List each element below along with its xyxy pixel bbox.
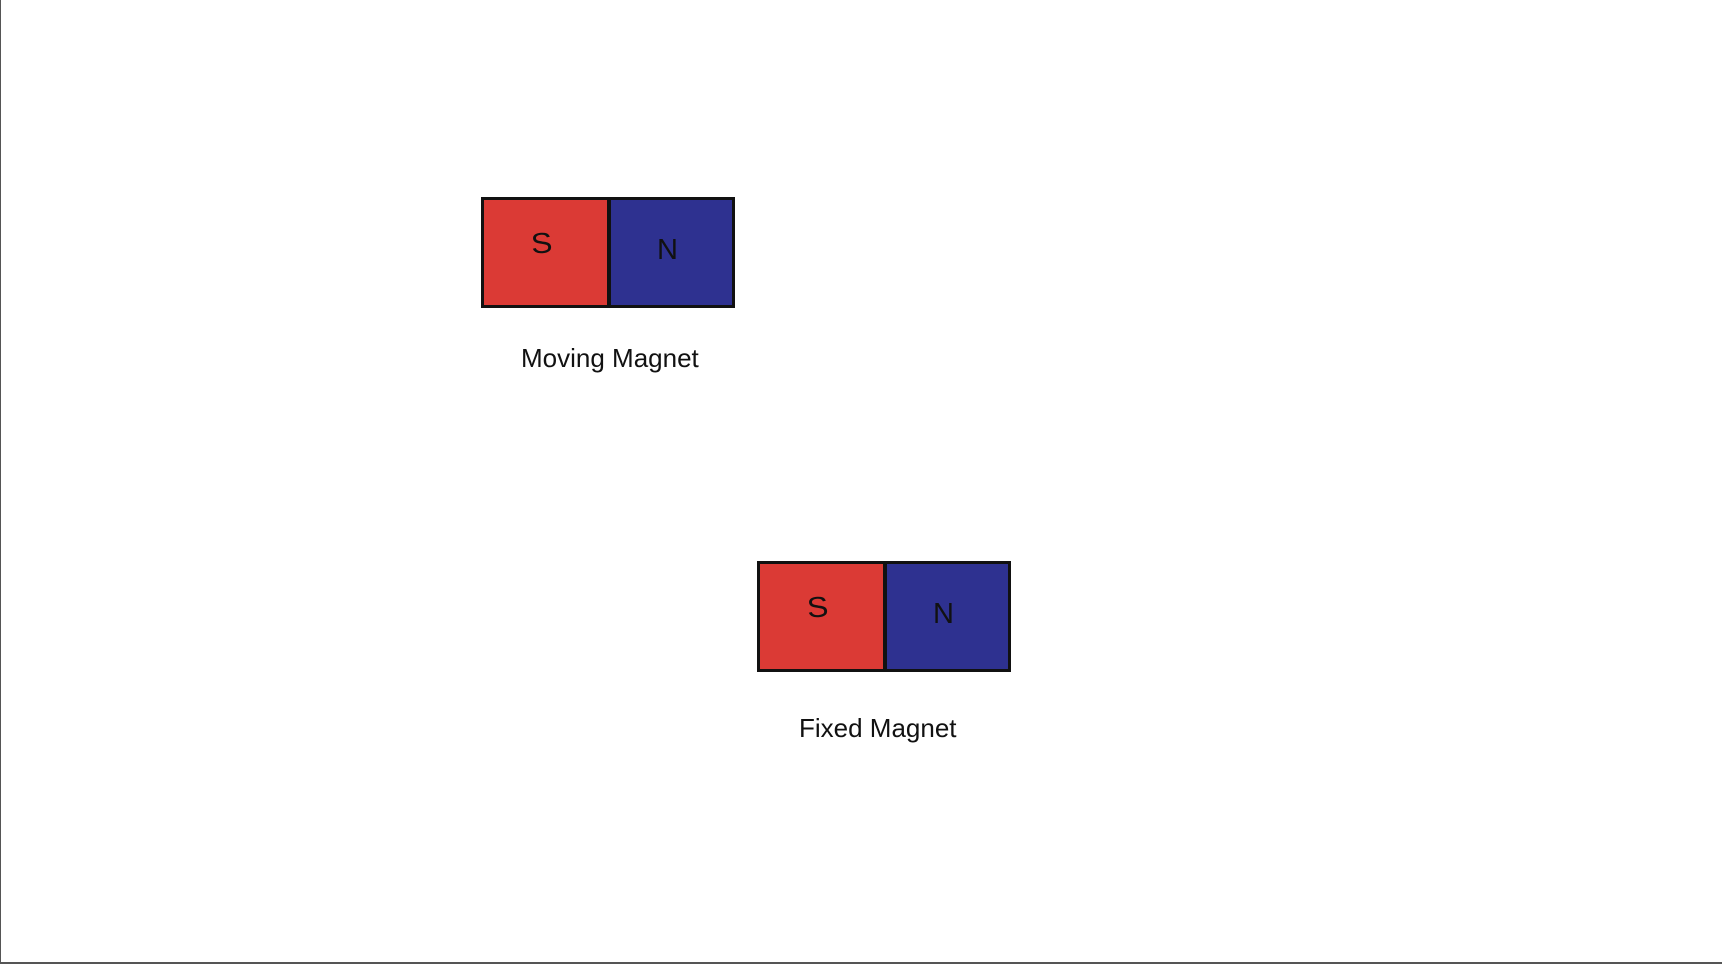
frame-border-left [0, 0, 1, 963]
fixed-magnet: S N [757, 561, 1011, 672]
moving-magnet-south-label: S [529, 227, 554, 261]
fixed-magnet-north-label: N [933, 598, 954, 630]
frame-border-bottom [0, 962, 1722, 964]
fixed-magnet-north-pole: N [885, 561, 1011, 672]
moving-magnet-south-pole: S [481, 197, 609, 308]
fixed-magnet-south-pole: S [757, 561, 885, 672]
moving-magnet-north-label: N [657, 234, 678, 266]
moving-magnet-caption: Moving Magnet [521, 343, 699, 373]
fixed-magnet-caption: Fixed Magnet [799, 713, 957, 743]
fixed-magnet-south-label: S [805, 591, 830, 625]
moving-magnet[interactable]: S N [481, 197, 735, 308]
moving-magnet-north-pole: N [609, 197, 735, 308]
